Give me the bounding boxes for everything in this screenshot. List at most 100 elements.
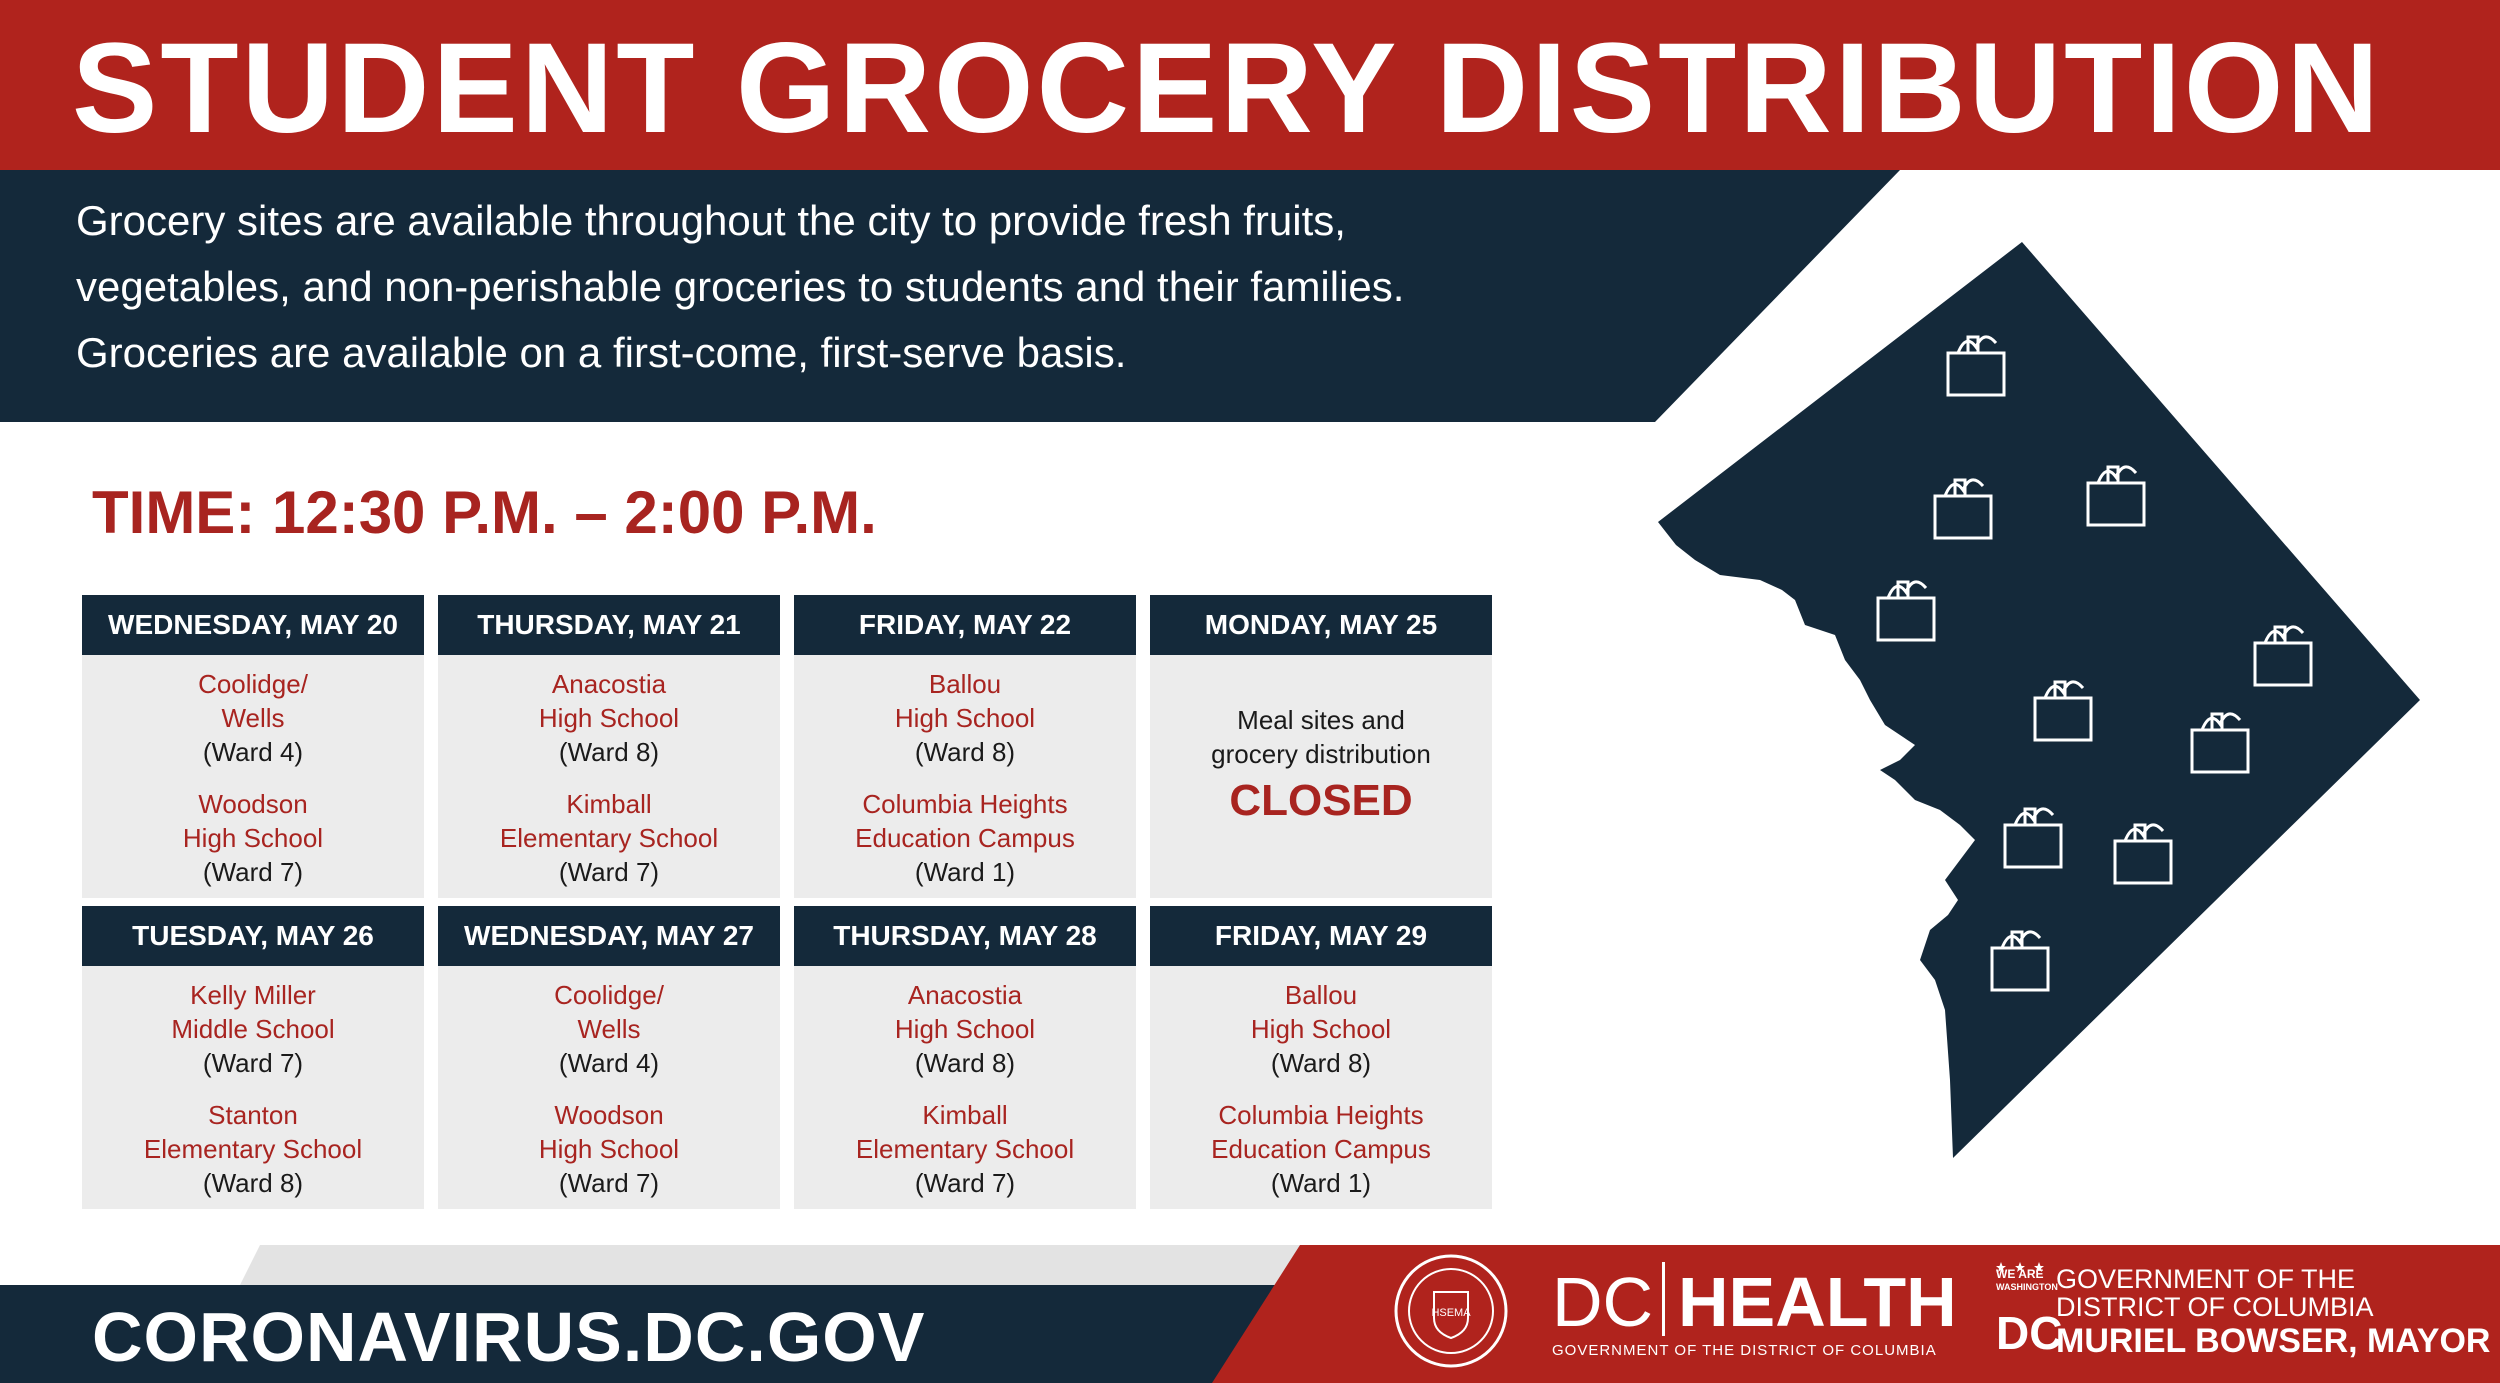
schedule-day-card: FRIDAY, MAY 22 Ballou High School (Ward … [794, 595, 1136, 898]
grocery-bag-icon [2113, 823, 2173, 885]
site-name: High School [894, 703, 1036, 733]
site-ward: (Ward 1) [1270, 1168, 1372, 1198]
site-name: Anacostia [907, 980, 1023, 1010]
site-name: Wells [577, 1014, 641, 1044]
intro-band [0, 170, 1900, 422]
site-name: Anacostia [551, 669, 667, 699]
site-entry: Anacostia High School (Ward 8) [438, 667, 780, 769]
grocery-bag-icon [1933, 478, 1993, 540]
closed-message: Meal sites and [1237, 705, 1405, 735]
website-link[interactable]: CORONAVIRUS.DC.GOV [92, 1298, 926, 1376]
site-entry: Ballou High School (Ward 8) [794, 667, 1136, 769]
site-ward: (Ward 7) [202, 857, 304, 887]
site-name: Education Campus [855, 823, 1075, 853]
logo-divider [1662, 1262, 1665, 1336]
day-header: FRIDAY, MAY 22 [794, 595, 1136, 655]
site-name: High School [182, 823, 324, 853]
grocery-bag-icon [1990, 930, 2050, 992]
we-are-line: WE ARE [1996, 1267, 2044, 1281]
site-entry: Stanton Elementary School (Ward 8) [82, 1098, 424, 1200]
site-entry: Kimball Elementary School (Ward 7) [438, 787, 780, 889]
grocery-bag-icon [2253, 625, 2313, 687]
grocery-bag-icon [2086, 465, 2146, 527]
site-entry: Anacostia High School (Ward 8) [794, 978, 1136, 1080]
day-header: WEDNESDAY, MAY 27 [438, 906, 780, 966]
site-name: Columbia Heights [1218, 1100, 1424, 1130]
day-header: FRIDAY, MAY 29 [1150, 906, 1492, 966]
site-entry: Coolidge/ Wells (Ward 4) [82, 667, 424, 769]
site-entry: Woodson High School (Ward 7) [438, 1098, 780, 1200]
grocery-bag-icon [2033, 680, 2093, 742]
intro-line: vegetables, and non-perishable groceries… [76, 263, 1405, 310]
site-name: Woodson [198, 789, 308, 819]
schedule-day-card: MONDAY, MAY 25 Meal sites and grocery di… [1150, 595, 1492, 898]
day-sites: Ballou High School (Ward 8) Columbia Hei… [1150, 966, 1492, 1209]
dc-map-shape [1658, 242, 2420, 1158]
site-name: Wells [221, 703, 285, 733]
site-name: Kelly Miller [190, 980, 316, 1010]
site-name: High School [894, 1014, 1036, 1044]
mayor-name: MURIEL BOWSER, MAYOR [2056, 1322, 2491, 1360]
day-closed-notice: Meal sites and grocery distribution CLOS… [1150, 655, 1492, 898]
dc-logo-mark: DC [1996, 1307, 2063, 1359]
closed-message: grocery distribution [1211, 739, 1431, 769]
site-ward: (Ward 4) [202, 737, 304, 767]
intro-text: Grocery sites are available throughout t… [76, 188, 1636, 386]
stars-icon [1996, 1262, 2044, 1272]
site-ward: (Ward 7) [558, 1168, 660, 1198]
intro-line: Grocery sites are available throughout t… [76, 197, 1346, 244]
hsema-seal-icon: HSEMA [1394, 1254, 1508, 1368]
site-ward: (Ward 1) [914, 857, 1016, 887]
page-title: STUDENT GROCERY DISTRIBUTION [72, 17, 2382, 160]
closed-label: CLOSED [1229, 776, 1413, 825]
we-are-washington: WE ARE WASHINGTON [1996, 1268, 2058, 1294]
site-ward: (Ward 8) [202, 1168, 304, 1198]
site-ward: (Ward 8) [914, 1048, 1016, 1078]
site-name: Elementary School [499, 823, 719, 853]
site-entry: Coolidge/ Wells (Ward 4) [438, 978, 780, 1080]
site-entry: Woodson High School (Ward 7) [82, 787, 424, 889]
site-name: Kimball [922, 1100, 1008, 1130]
site-name: Woodson [554, 1100, 664, 1130]
site-ward: (Ward 8) [1270, 1048, 1372, 1078]
gov-title-line1: GOVERNMENT OF THE [2056, 1264, 2356, 1294]
site-ward: (Ward 7) [558, 857, 660, 887]
site-name: Kimball [566, 789, 652, 819]
day-header: TUESDAY, MAY 26 [82, 906, 424, 966]
site-name: Ballou [928, 669, 1002, 699]
day-sites: Kelly Miller Middle School (Ward 7) Stan… [82, 966, 424, 1209]
site-name: Columbia Heights [862, 789, 1068, 819]
day-sites: Coolidge/ Wells (Ward 4) Woodson High Sc… [82, 655, 424, 898]
site-ward: (Ward 7) [202, 1048, 304, 1078]
day-sites: Ballou High School (Ward 8) Columbia Hei… [794, 655, 1136, 898]
time-label: TIME: 12:30 P.M. – 2:00 P.M. [92, 479, 877, 546]
site-name: Stanton [208, 1100, 298, 1130]
day-header: THURSDAY, MAY 28 [794, 906, 1136, 966]
schedule-day-card: WEDNESDAY, MAY 20 Coolidge/ Wells (Ward … [82, 595, 424, 898]
grocery-bag-icon [2190, 712, 2250, 774]
site-name: Elementary School [143, 1134, 363, 1164]
day-header: MONDAY, MAY 25 [1150, 595, 1492, 655]
grocery-bag-icon [1946, 335, 2006, 397]
site-name: Coolidge/ [554, 980, 664, 1010]
seal-label: HSEMA [1431, 1307, 1471, 1319]
day-sites: Anacostia High School (Ward 8) Kimball E… [794, 966, 1136, 1209]
site-name: Education Campus [1211, 1134, 1431, 1164]
site-ward: (Ward 7) [914, 1168, 1016, 1198]
site-name: High School [538, 703, 680, 733]
site-entry: Ballou High School (Ward 8) [1150, 978, 1492, 1080]
site-name: High School [538, 1134, 680, 1164]
site-name: Coolidge/ [198, 669, 308, 699]
schedule-day-card: TUESDAY, MAY 26 Kelly Miller Middle Scho… [82, 906, 424, 1209]
schedule-day-card: FRIDAY, MAY 29 Ballou High School (Ward … [1150, 906, 1492, 1209]
site-entry: Columbia Heights Education Campus (Ward … [794, 787, 1136, 889]
site-entry: Kelly Miller Middle School (Ward 7) [82, 978, 424, 1080]
grocery-bag-icon [1876, 580, 1936, 642]
dc-health-logo-dc: DC [1552, 1263, 1654, 1341]
site-ward: (Ward 8) [558, 737, 660, 767]
schedule-day-card: WEDNESDAY, MAY 27 Coolidge/ Wells (Ward … [438, 906, 780, 1209]
day-header: WEDNESDAY, MAY 20 [82, 595, 424, 655]
day-sites: Coolidge/ Wells (Ward 4) Woodson High Sc… [438, 966, 780, 1209]
day-sites: Anacostia High School (Ward 8) Kimball E… [438, 655, 780, 898]
footer-band [0, 1245, 2500, 1383]
